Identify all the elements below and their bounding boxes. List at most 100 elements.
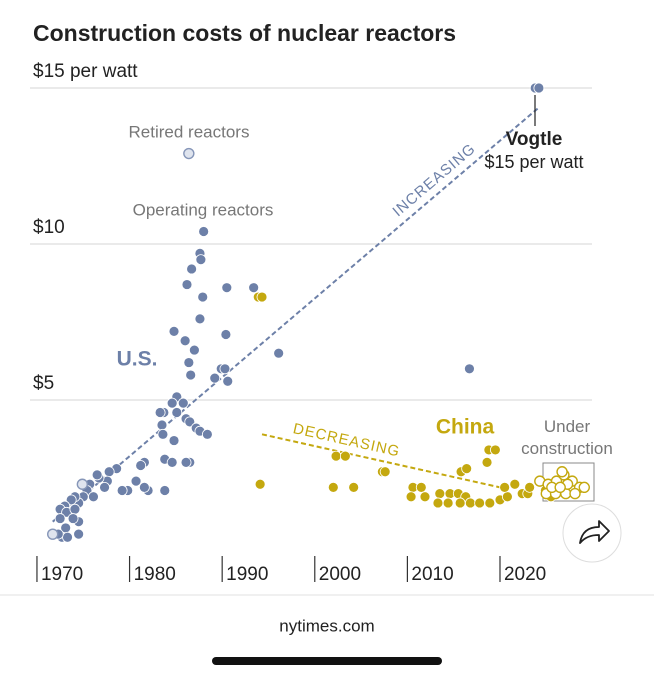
point (222, 375, 234, 387)
point (138, 481, 150, 493)
x-tick-label: 1970 (41, 564, 83, 585)
point (464, 497, 476, 509)
point (578, 481, 590, 494)
point (65, 494, 77, 506)
point (157, 428, 169, 440)
point (454, 497, 466, 509)
source: nytimes.com (279, 616, 374, 635)
point (201, 428, 213, 440)
point (181, 279, 193, 290)
point (556, 466, 568, 478)
y-tick-label: $5 (33, 373, 54, 394)
point (54, 513, 66, 524)
point (179, 335, 191, 347)
point (481, 456, 493, 468)
y-tick-label: $10 (33, 217, 65, 238)
point (379, 466, 391, 478)
chart-title: Construction costs of nuclear reactors (33, 20, 456, 46)
series-label-line: construction (521, 439, 613, 458)
point (159, 485, 171, 496)
x-tick-label: 2010 (411, 564, 453, 585)
point (533, 82, 545, 94)
point (62, 531, 73, 543)
point (209, 372, 221, 384)
series (52, 82, 545, 543)
point (73, 528, 85, 540)
point (130, 475, 142, 487)
point (171, 407, 183, 418)
x-tick-label: 1990 (226, 564, 268, 585)
series (47, 147, 195, 540)
point (166, 397, 178, 409)
point (116, 485, 128, 496)
point (509, 478, 521, 490)
y-tick-label: $15 per watt (33, 61, 138, 82)
point (442, 497, 454, 509)
point (405, 491, 417, 503)
x-tick-label: 1980 (134, 564, 176, 585)
annotation: $15 per watt (484, 152, 583, 172)
share-circle[interactable] (562, 503, 622, 563)
point (419, 491, 431, 503)
point (88, 491, 99, 503)
point (166, 456, 178, 468)
point (135, 460, 147, 471)
trend-line (261, 433, 501, 489)
point (254, 478, 266, 490)
point (168, 435, 180, 446)
point (195, 254, 207, 266)
point (188, 344, 200, 356)
point (569, 487, 581, 500)
series-label: U.S. (117, 348, 158, 371)
annotation: Vogtle (506, 129, 563, 150)
x-tick-label: 2020 (504, 564, 546, 585)
point (474, 497, 486, 509)
point (168, 325, 180, 337)
point (197, 291, 209, 303)
point (499, 481, 511, 493)
point (348, 481, 360, 493)
point (99, 481, 110, 493)
series-label: China (436, 416, 495, 439)
point (484, 497, 496, 509)
series (252, 291, 557, 509)
point (220, 329, 232, 340)
point (219, 363, 231, 375)
annotation: Operating reactors (133, 200, 274, 219)
point (69, 503, 81, 515)
point (524, 481, 536, 493)
series-label: Under construction (521, 417, 613, 458)
point (339, 450, 351, 462)
point (103, 466, 115, 478)
point (76, 478, 89, 490)
point (67, 513, 79, 524)
point (177, 397, 189, 409)
point (183, 147, 195, 160)
point (502, 491, 513, 503)
point (434, 488, 446, 500)
point (184, 416, 196, 428)
x-tick-label: 2000 (319, 564, 361, 585)
series (534, 466, 590, 500)
point (327, 481, 339, 493)
point (461, 463, 473, 475)
point (432, 497, 444, 509)
point (273, 347, 285, 359)
home-indicator (212, 657, 442, 665)
point (330, 450, 342, 462)
point (185, 369, 197, 381)
point (256, 291, 268, 303)
share-button[interactable] (562, 503, 622, 563)
share-icon[interactable] (579, 520, 610, 544)
point (91, 469, 103, 481)
point (415, 481, 427, 493)
series-label: Retired reactors (129, 122, 250, 141)
series-label-line: Under (544, 417, 591, 436)
trend-label: INCREASING (389, 140, 479, 220)
point (464, 363, 475, 375)
point (186, 263, 198, 275)
point (194, 313, 206, 325)
point (248, 282, 260, 294)
